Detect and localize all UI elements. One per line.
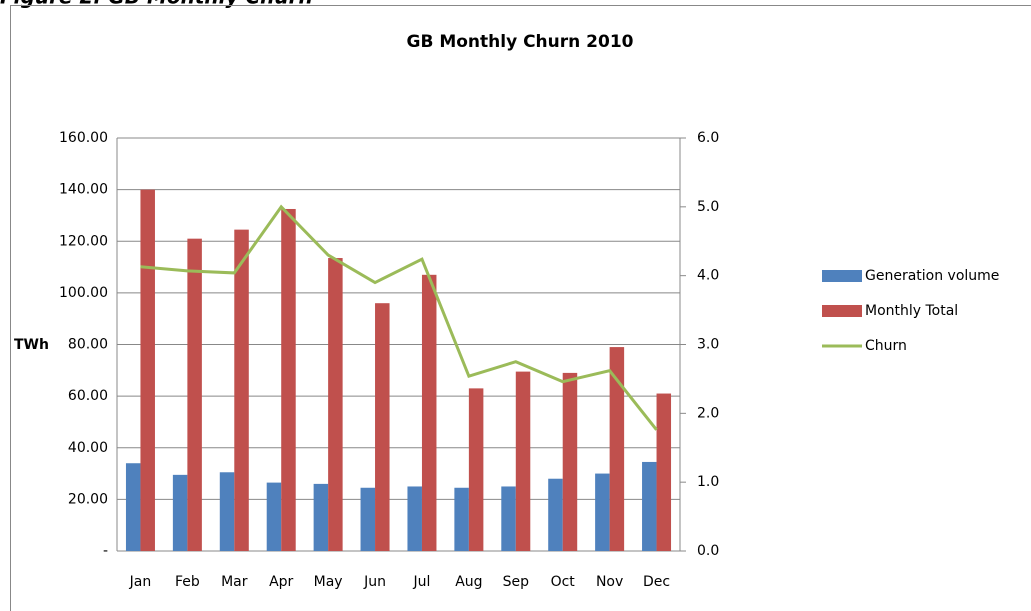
bar: [562, 372, 578, 551]
bar: [360, 487, 376, 551]
y-axis-label: TWh: [14, 337, 49, 353]
bar: [468, 388, 484, 551]
bar: [407, 486, 422, 551]
bar: [172, 474, 188, 551]
y-tick-label: 140.00: [59, 182, 108, 198]
bar: [219, 472, 235, 551]
legend-swatch: [822, 270, 862, 282]
x-tick-label: Jun: [363, 574, 386, 590]
figure-caption: Figure 2: GB Monthly Churn: [0, 0, 313, 9]
bar: [281, 208, 296, 551]
x-tick-label: Mar: [221, 574, 248, 590]
y-tick-label: 160.00: [59, 130, 108, 146]
x-tick-label: Dec: [643, 574, 670, 590]
legend-label: Generation volume: [865, 268, 999, 284]
y2-tick-label: 6.0: [697, 130, 719, 146]
bar: [313, 483, 329, 551]
bar: [125, 463, 141, 551]
x-tick-label: Apr: [269, 574, 293, 590]
x-tick-label: Aug: [455, 574, 482, 590]
bar: [234, 229, 249, 551]
bar: [515, 371, 531, 551]
bar: [266, 482, 282, 551]
y-tick-label: 80.00: [68, 337, 108, 353]
y2-tick-label: 4.0: [697, 268, 719, 284]
y-tick-label: 20.00: [68, 491, 108, 507]
bar: [375, 303, 390, 551]
bar: [421, 274, 437, 551]
line: [140, 204, 658, 431]
bar: [609, 347, 625, 551]
bar: [328, 258, 343, 551]
y2-tick-label: 5.0: [697, 199, 719, 215]
y2-tick-label: 0.0: [697, 543, 719, 559]
x-tick-label: Nov: [596, 574, 623, 590]
x-tick-label: May: [314, 574, 343, 590]
y2-tick-label: 2.0: [697, 405, 719, 421]
bar: [501, 486, 516, 551]
bar: [140, 189, 155, 551]
bar: [454, 487, 469, 551]
y2-tick-label: 3.0: [697, 337, 719, 353]
legend-label: Monthly Total: [865, 303, 958, 319]
bar: [642, 461, 657, 551]
y-tick-label: 40.00: [68, 440, 108, 456]
bar: [548, 478, 563, 551]
chart-frame: [10, 5, 1031, 611]
y2-tick-label: 1.0: [697, 474, 719, 490]
x-tick-label: Oct: [551, 574, 576, 590]
bar: [656, 393, 672, 551]
y-tick-label: 100.00: [59, 285, 108, 301]
bar: [187, 238, 202, 551]
legend-swatch: [822, 305, 862, 317]
bar: [595, 473, 610, 551]
chart-title: GB Monthly Churn 2010: [407, 32, 634, 52]
x-tick-label: Feb: [175, 574, 200, 590]
y-tick-label: -: [103, 543, 108, 559]
legend-label: Churn: [865, 338, 907, 354]
y-tick-label: 60.00: [68, 388, 108, 404]
x-tick-label: Sep: [503, 574, 530, 590]
x-tick-label: Jan: [129, 574, 152, 590]
y-tick-label: 120.00: [59, 233, 108, 249]
x-tick-label: Jul: [413, 574, 431, 590]
